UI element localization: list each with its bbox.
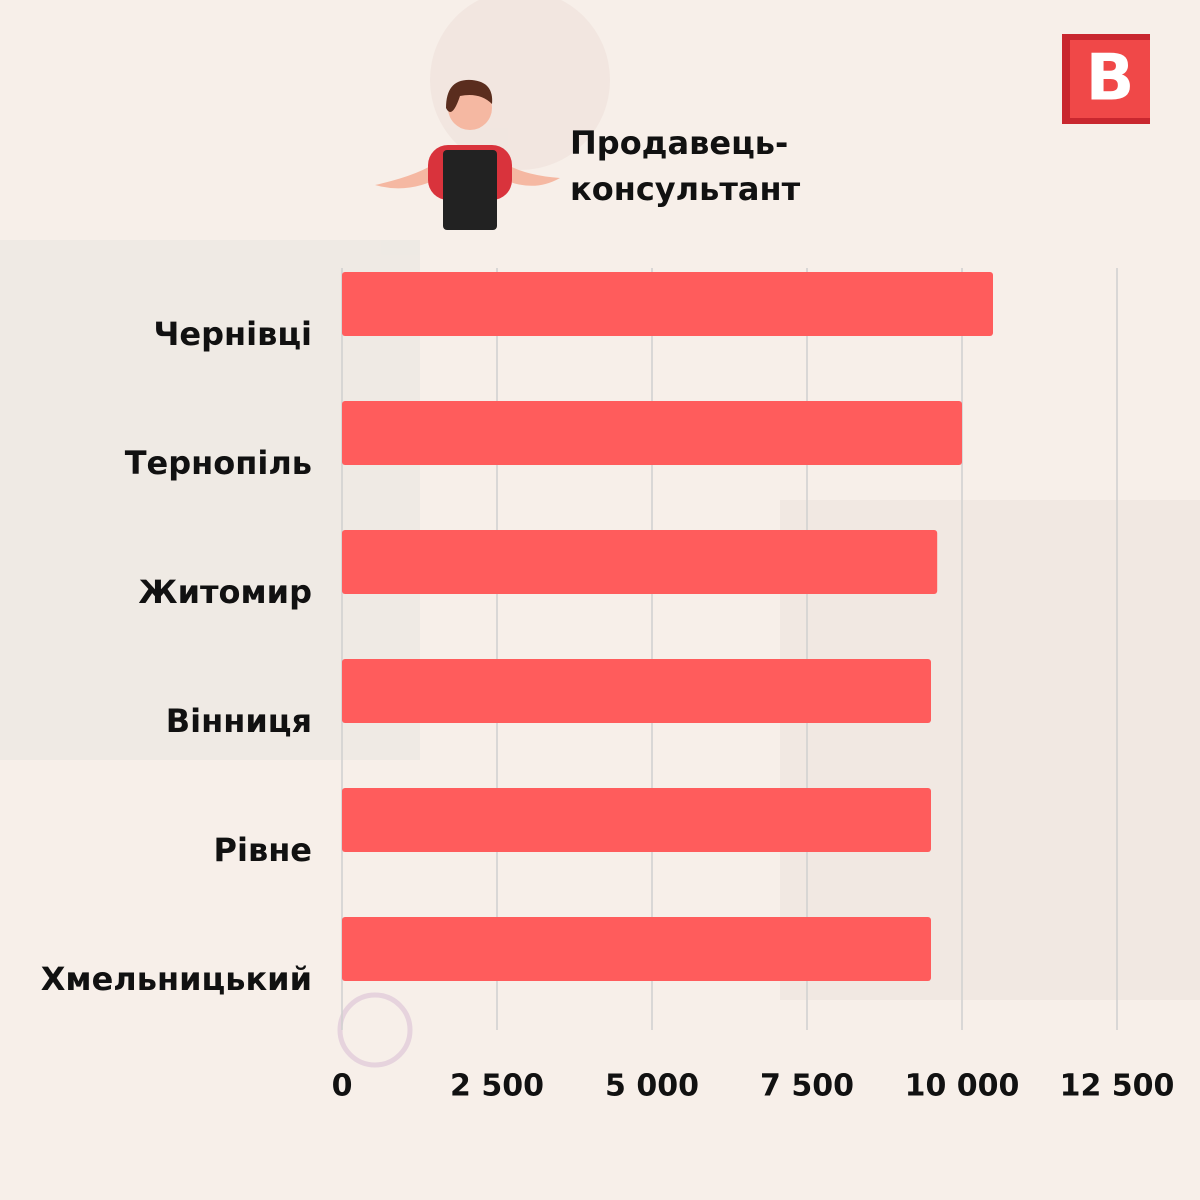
x-tick-label: 7 500 [760, 1069, 854, 1104]
y-tick-label: Хмельницький [41, 960, 312, 998]
chart-title: Продавець-консультант [570, 124, 801, 208]
x-tick-label: 2 500 [450, 1069, 544, 1104]
bar [342, 272, 993, 336]
bar [342, 788, 931, 852]
x-tick-label: 0 [332, 1069, 353, 1104]
y-tick-label: Житомир [138, 573, 312, 611]
bar [342, 659, 931, 723]
x-tick-label: 10 000 [905, 1069, 1020, 1104]
logo: В [1062, 34, 1150, 124]
logo-letter: В [1086, 42, 1135, 116]
y-tick-label: Тернопіль [125, 444, 312, 482]
bar [342, 530, 938, 594]
bar [342, 401, 962, 465]
bar [342, 917, 931, 981]
y-tick-label: Чернівці [154, 315, 312, 353]
seller-icon [375, 79, 560, 230]
y-tick-label: Рівне [214, 831, 312, 869]
x-tick-label: 5 000 [605, 1069, 699, 1104]
x-tick-label: 12 500 [1060, 1069, 1175, 1104]
y-tick-label: Вінниця [166, 702, 312, 740]
